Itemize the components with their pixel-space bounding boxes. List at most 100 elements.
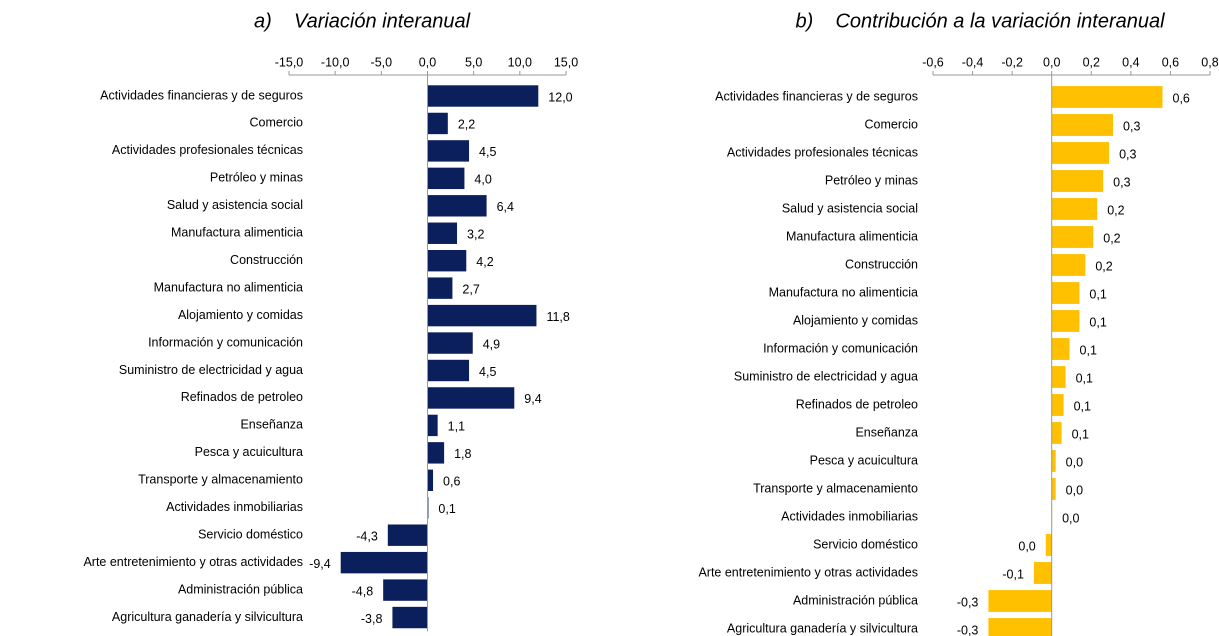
x-tick-label: -5,0	[371, 55, 393, 69]
data-label: 0,2	[1095, 259, 1112, 273]
category-label: Servicio doméstico	[813, 537, 918, 551]
category-label: Administración pública	[793, 593, 918, 607]
x-tick-label: 10,0	[508, 55, 532, 69]
bar	[427, 85, 539, 107]
bar	[1051, 282, 1080, 304]
category-label: Transporte y almacenamiento	[753, 481, 918, 495]
bar	[1051, 198, 1098, 220]
data-label: 4,5	[479, 145, 496, 159]
data-label: -9,4	[309, 557, 331, 571]
data-label: -4,3	[356, 529, 378, 543]
data-label: 0,1	[1076, 371, 1093, 385]
data-label: -0,3	[957, 595, 979, 609]
bar	[427, 469, 434, 492]
data-label: 0,3	[1119, 147, 1136, 161]
data-label: 1,8	[454, 447, 471, 461]
bar	[392, 606, 428, 629]
data-label: 0,1	[1080, 343, 1097, 357]
bar	[427, 414, 438, 437]
category-label: Servicio doméstico	[198, 527, 303, 541]
category-label: Manufactura no alimenticia	[769, 285, 918, 299]
data-label: 4,0	[474, 173, 491, 187]
bar	[1051, 142, 1110, 164]
bar	[1051, 86, 1163, 108]
category-label: Comercio	[250, 116, 304, 130]
bar	[988, 618, 1052, 636]
bar	[427, 195, 487, 217]
chart-title: b) Contribución a la variación interanua…	[795, 10, 1165, 32]
x-tick-label: 0,4	[1122, 55, 1139, 69]
category-label: Actividades inmobiliarias	[166, 500, 303, 514]
data-label: 3,2	[467, 228, 484, 242]
category-label: Suministro de electricidad y agua	[119, 363, 303, 377]
bar	[427, 359, 470, 382]
category-label: Administración pública	[178, 582, 303, 596]
data-label: 9,4	[524, 392, 541, 406]
bar	[1045, 534, 1052, 556]
category-label: Manufactura no alimenticia	[154, 280, 303, 294]
category-label: Información y comunicación	[763, 341, 918, 355]
data-label: -4,8	[352, 584, 374, 598]
x-tick-label: -0,4	[962, 55, 984, 69]
x-tick-label: -10,0	[321, 55, 350, 69]
bar	[427, 167, 465, 190]
data-label: -0,1	[1002, 567, 1024, 581]
data-label: 0,0	[1066, 483, 1083, 497]
category-label: Construcción	[230, 253, 303, 267]
category-label: Arte entretenimiento y otras actividades	[83, 555, 303, 569]
category-label: Pesca y acuicultura	[195, 445, 303, 459]
bar	[1051, 226, 1094, 248]
bar	[427, 249, 467, 272]
x-tick-label: 0,2	[1083, 55, 1100, 69]
bar	[1051, 170, 1104, 192]
bar	[1051, 422, 1062, 444]
chart-title: a) Variación interanual	[254, 10, 471, 32]
category-label: Manufactura alimenticia	[786, 229, 918, 243]
category-label: Suministro de electricidad y agua	[734, 369, 918, 383]
data-label: 4,5	[479, 365, 496, 379]
category-label: Actividades profesionales técnicas	[727, 145, 918, 159]
category-label: Refinados de petroleo	[796, 397, 918, 411]
data-label: 0,1	[1074, 399, 1091, 413]
category-label: Pesca y acuicultura	[810, 453, 918, 467]
category-label: Transporte y almacenamiento	[138, 473, 303, 487]
x-tick-label: -0,2	[1001, 55, 1023, 69]
data-label: 4,9	[483, 337, 500, 351]
data-label: 12,0	[548, 90, 572, 104]
bar	[1033, 562, 1052, 584]
data-label: 6,4	[497, 200, 514, 214]
bar	[1051, 450, 1056, 472]
bar	[340, 551, 428, 574]
category-label: Información y comunicación	[148, 335, 303, 349]
category-label: Refinados de petroleo	[181, 390, 303, 404]
bar	[427, 332, 473, 354]
x-tick-label: 0,8	[1201, 55, 1218, 69]
category-label: Agricultura ganadería y silvicultura	[727, 621, 918, 635]
data-label: 0,3	[1113, 175, 1130, 189]
bar	[988, 590, 1052, 612]
category-label: Actividades inmobiliarias	[781, 509, 918, 523]
bar	[1051, 310, 1080, 332]
x-tick-label: 0,6	[1162, 55, 1179, 69]
bar	[427, 112, 448, 135]
bar	[1051, 366, 1066, 388]
data-label: 0,2	[1107, 203, 1124, 217]
category-label: Manufactura alimenticia	[171, 226, 303, 240]
category-label: Enseñanza	[240, 418, 303, 432]
category-label: Petróleo y minas	[825, 173, 918, 187]
bar	[427, 387, 515, 409]
data-label: 0,0	[1062, 511, 1079, 525]
data-label: 0,2	[1103, 231, 1120, 245]
data-label: 0,1	[1089, 287, 1106, 301]
category-label: Salud y asistencia social	[167, 198, 303, 212]
category-label: Enseñanza	[855, 425, 918, 439]
data-label: 0,1	[1089, 315, 1106, 329]
category-label: Alojamiento y comidas	[178, 308, 303, 322]
bar	[427, 222, 458, 244]
category-label: Actividades financieras y de seguros	[100, 88, 303, 102]
data-label: 0,3	[1123, 119, 1140, 133]
category-label: Construcción	[845, 257, 918, 271]
bar	[1051, 254, 1086, 276]
category-label: Alojamiento y comidas	[793, 313, 918, 327]
